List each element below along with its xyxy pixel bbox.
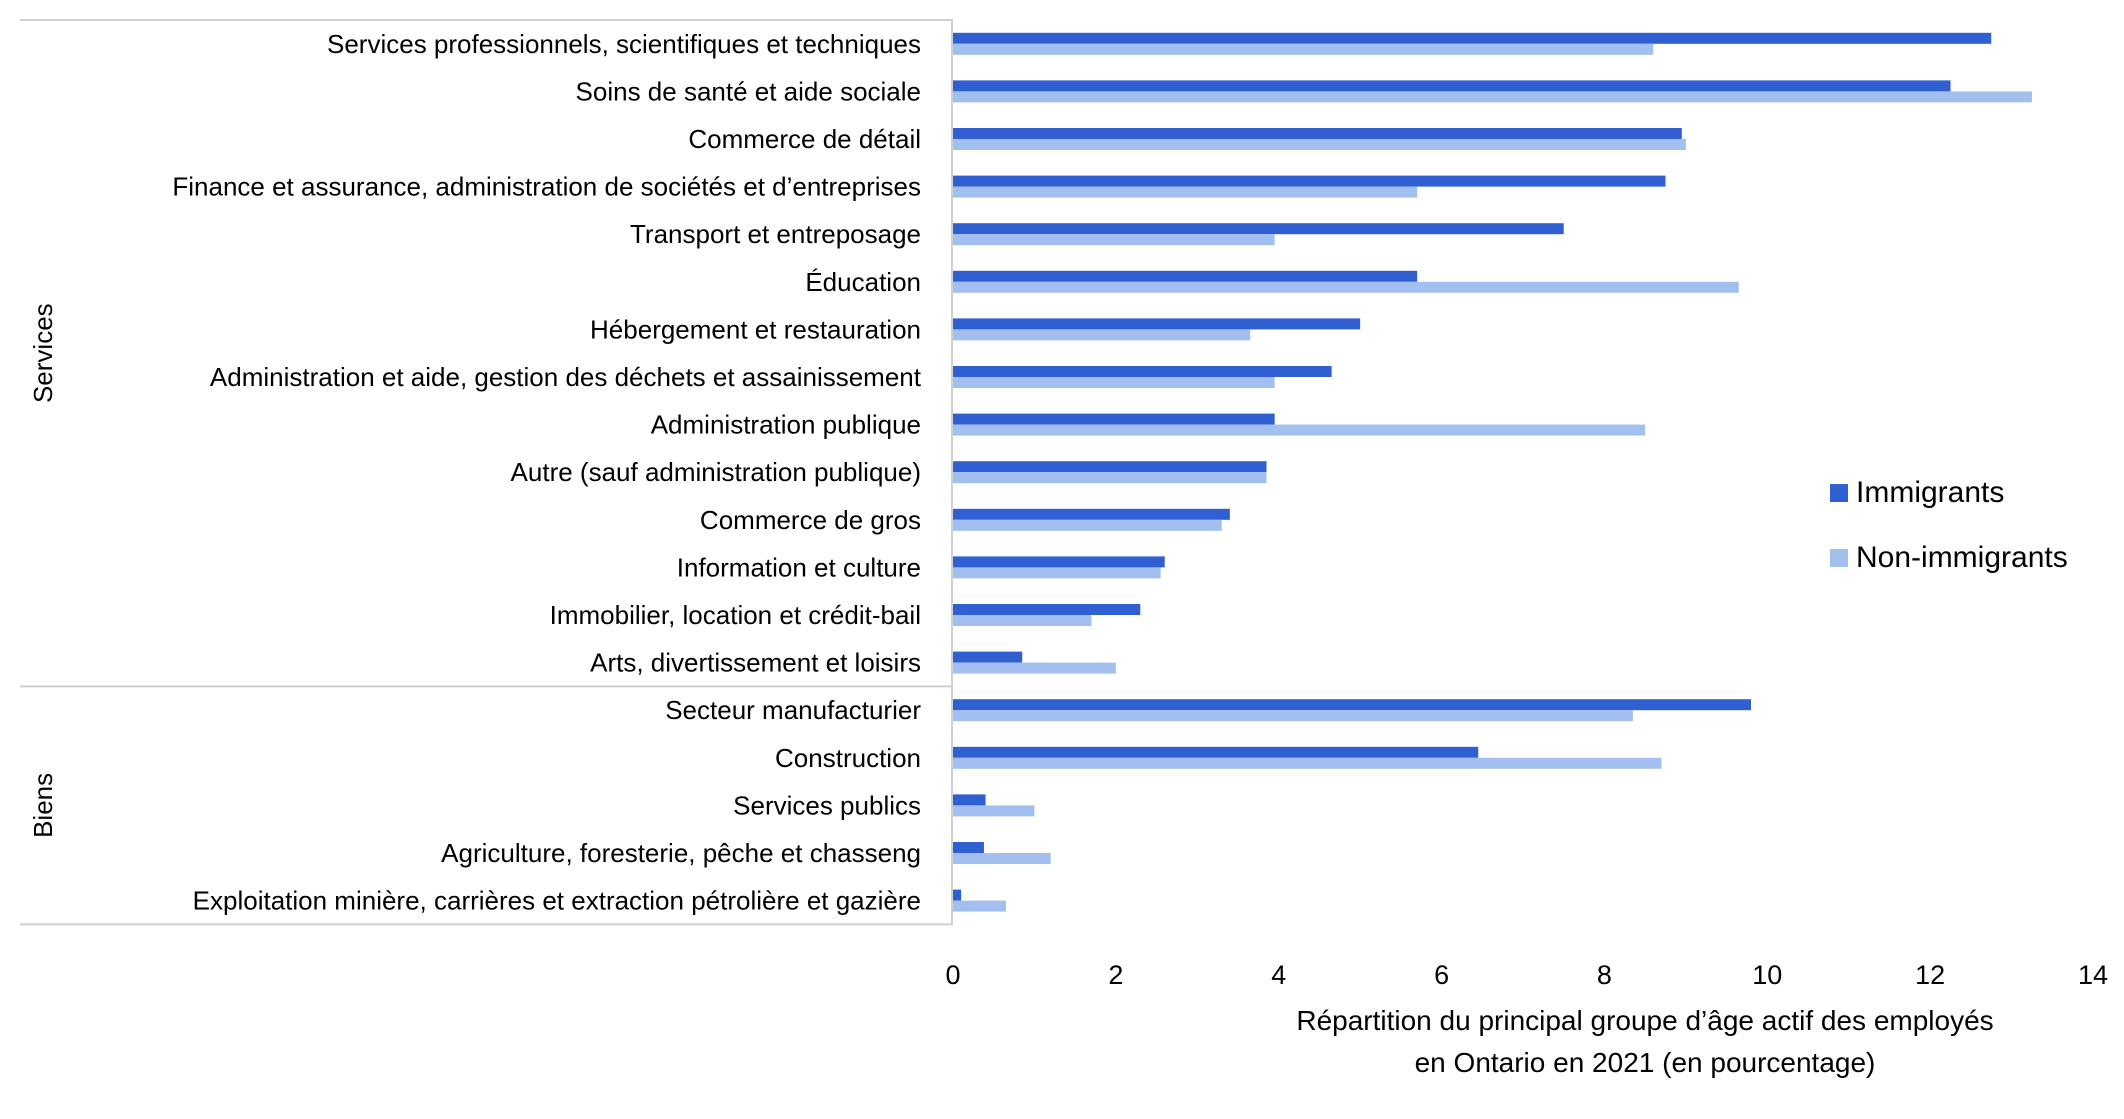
category-label: Secteur manufacturier bbox=[665, 695, 921, 725]
x-tick-label: 10 bbox=[1752, 960, 1782, 990]
bar-non-immigrants bbox=[953, 662, 1116, 674]
category-label: Soins de santé et aide sociale bbox=[576, 76, 921, 106]
category-label: Autre (sauf administration publique) bbox=[511, 457, 921, 487]
category-label: Transport et entreposage bbox=[630, 219, 921, 249]
bar-immigrants bbox=[953, 175, 1666, 187]
x-tick-label: 12 bbox=[1915, 960, 1945, 990]
bar-non-immigrants bbox=[953, 853, 1051, 864]
bar-non-immigrants bbox=[953, 139, 1686, 150]
bar-immigrants bbox=[953, 604, 1141, 615]
legend-swatch bbox=[1830, 549, 1848, 567]
category-labels: Services professionnels, scientifiques e… bbox=[172, 29, 921, 916]
category-label: Éducation bbox=[805, 267, 921, 297]
category-frame bbox=[20, 19, 953, 926]
group-label-services: Services bbox=[28, 303, 58, 403]
bar-non-immigrants bbox=[953, 472, 1267, 484]
bar-non-immigrants bbox=[953, 710, 1633, 722]
bar-non-immigrants bbox=[953, 377, 1275, 388]
category-label: Administration publique bbox=[651, 410, 921, 440]
bar-non-immigrants bbox=[953, 567, 1161, 579]
category-label: Information et culture bbox=[677, 552, 921, 582]
bar-non-immigrants bbox=[953, 757, 1662, 769]
bar-non-immigrants bbox=[953, 234, 1275, 246]
x-tick-label: 6 bbox=[1434, 960, 1449, 990]
category-label: Commerce de gros bbox=[700, 505, 921, 535]
category-label: Commerce de détail bbox=[688, 124, 921, 154]
bar-immigrants bbox=[953, 508, 1230, 520]
category-label: Hébergement et restauration bbox=[590, 314, 921, 344]
category-label: Services professionnels, scientifiques e… bbox=[327, 29, 921, 59]
bar-immigrants bbox=[953, 461, 1267, 473]
legend-label: Immigrants bbox=[1856, 476, 2004, 509]
category-label: Administration et aide, gestion des déch… bbox=[210, 362, 922, 392]
bar-non-immigrants bbox=[953, 91, 2032, 103]
bar-non-immigrants bbox=[953, 43, 1654, 55]
bar-immigrants bbox=[953, 366, 1332, 377]
category-label: Services publics bbox=[733, 790, 921, 820]
bar-immigrants bbox=[953, 80, 1951, 92]
bar-non-immigrants bbox=[953, 281, 1739, 293]
x-tick-label: 8 bbox=[1597, 960, 1612, 990]
bar-immigrants bbox=[953, 270, 1418, 282]
x-tick-label: 2 bbox=[1108, 960, 1123, 990]
x-tick-label: 4 bbox=[1271, 960, 1286, 990]
legend: Immigrants Non-immigrants bbox=[1830, 476, 2068, 574]
bar-non-immigrants bbox=[953, 805, 1035, 817]
bar-immigrants bbox=[953, 556, 1165, 568]
bar-non-immigrants bbox=[953, 424, 1646, 436]
category-label: Construction bbox=[775, 743, 921, 773]
bar-immigrants bbox=[953, 223, 1564, 235]
bar-non-immigrants bbox=[953, 900, 1006, 912]
bar-non-immigrants bbox=[953, 329, 1251, 341]
legend-swatch bbox=[1830, 484, 1848, 502]
bar-immigrants bbox=[953, 794, 986, 806]
bar-immigrants bbox=[953, 32, 1992, 44]
bar-non-immigrants bbox=[953, 519, 1222, 531]
category-label: Exploitation minière, carrières et extra… bbox=[193, 886, 921, 916]
category-label: Agriculture, foresterie, pêche et chasse… bbox=[441, 838, 921, 868]
bar-immigrants bbox=[953, 651, 1023, 663]
x-axis-title-line-2: en Ontario en 2021 (en pourcentage) bbox=[1415, 1047, 1876, 1078]
bar-immigrants bbox=[953, 413, 1275, 425]
bar-immigrants bbox=[953, 699, 1752, 711]
x-axis-ticks: 0 2 4 6 8 10 12 14 bbox=[945, 960, 2108, 990]
legend-label: Non-immigrants bbox=[1856, 541, 2068, 574]
x-axis-title-line-1: Répartition du principal groupe d’âge ac… bbox=[1296, 1005, 1993, 1036]
category-label: Finance et assurance, administration de … bbox=[172, 172, 921, 202]
bar-immigrants bbox=[953, 746, 1479, 758]
category-label: Arts, divertissement et loisirs bbox=[590, 648, 921, 678]
group-label-biens: Biens bbox=[28, 773, 58, 838]
category-label: Immobilier, location et crédit-bail bbox=[550, 600, 921, 630]
x-tick-label: 14 bbox=[2078, 960, 2108, 990]
group-labels: Services Biens bbox=[28, 303, 58, 838]
bar-immigrants bbox=[953, 842, 984, 853]
bar-non-immigrants bbox=[953, 186, 1418, 198]
bars bbox=[953, 32, 2032, 912]
bar-non-immigrants bbox=[953, 615, 1092, 626]
bar-immigrants bbox=[953, 128, 1682, 139]
x-tick-label: 0 bbox=[945, 960, 960, 990]
bar-immigrants bbox=[953, 318, 1361, 330]
bar-immigrants bbox=[953, 889, 962, 901]
